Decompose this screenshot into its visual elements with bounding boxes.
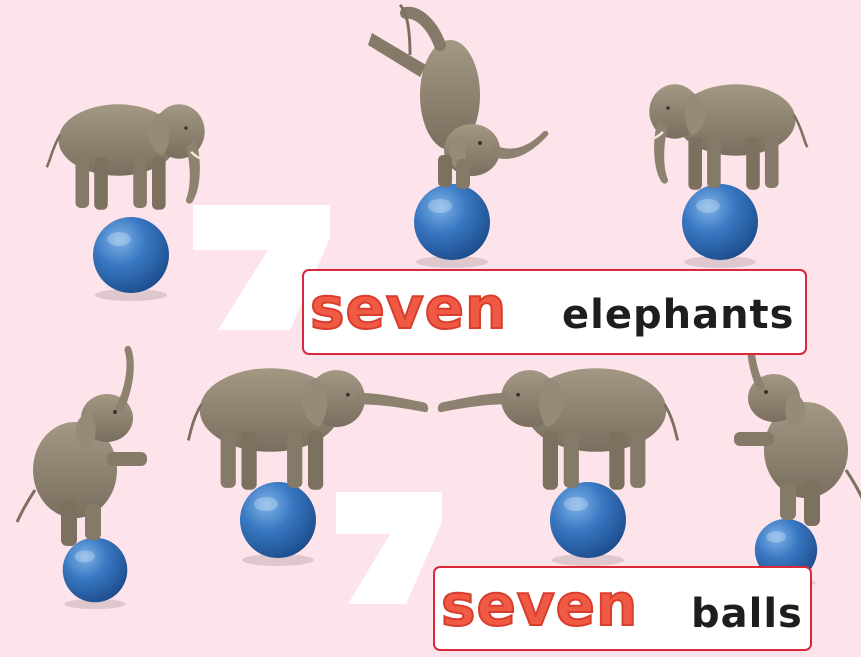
elephant-2 xyxy=(368,3,549,268)
elephant-6 xyxy=(437,368,680,566)
balls-noun-word: balls xyxy=(691,591,803,637)
elephant-7 xyxy=(734,325,861,588)
elephant-5 xyxy=(186,368,429,566)
balls-number-word: seven xyxy=(440,571,639,639)
elephants-label-sign: seven elephants xyxy=(302,269,807,355)
digit-seven-bottom xyxy=(336,492,442,604)
elephants-number-word: seven xyxy=(309,274,508,342)
elephant-3 xyxy=(648,83,809,268)
elephant-1 xyxy=(45,103,206,301)
digit-seven-top xyxy=(193,205,330,330)
balls-label-sign: seven balls xyxy=(433,566,812,651)
elephants-noun-word: elephants xyxy=(562,292,795,338)
elephant-4 xyxy=(15,345,147,610)
